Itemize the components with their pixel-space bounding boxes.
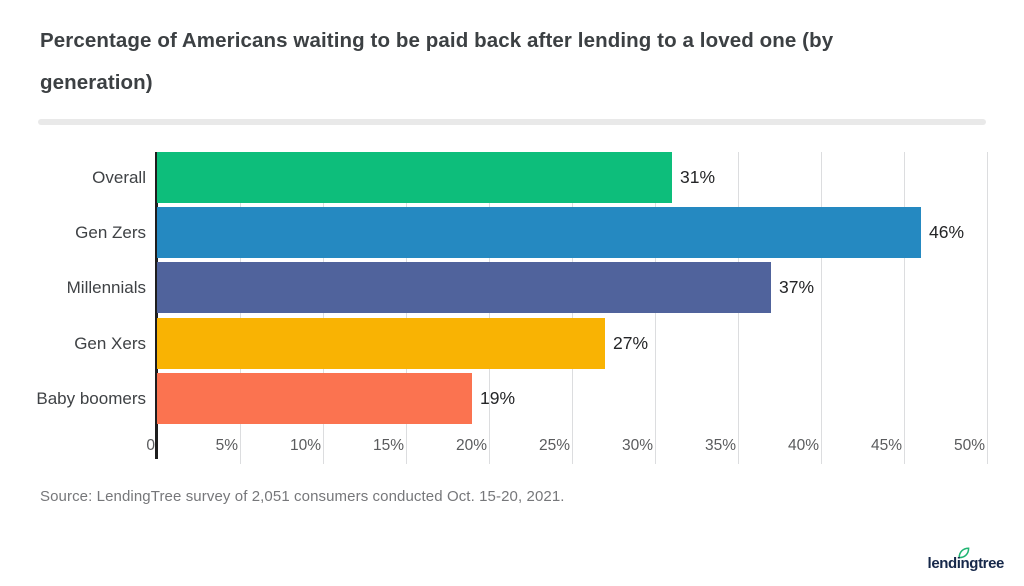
category-label-overall: Overall: [92, 168, 146, 187]
x-tick-label: 15%: [372, 437, 404, 454]
x-tick-label: 25%: [538, 437, 570, 454]
gridline: [987, 152, 988, 464]
bar-gen-xers: [157, 318, 605, 369]
category-label-gen-xers: Gen Xers: [74, 334, 146, 353]
x-tick-label: 35%: [704, 437, 736, 454]
x-tick-label: 50%: [953, 437, 985, 454]
bar-chart: 0 5% 10% 15% 20% 25% 30% 35% 40% 45% 50% Overall 31%…: [0, 152, 1024, 468]
plot-area: 0 5% 10% 15% 20% 25% 30% 35% 40% 45% 50% Overall 31%…: [0, 152, 1024, 468]
bar-gen-zers: [157, 207, 921, 258]
leaf-icon: [958, 547, 970, 559]
bar-value-label-gen-xers: 27%: [613, 333, 649, 353]
title-divider: [38, 119, 986, 125]
bar-millennials: [157, 262, 771, 313]
category-label-gen-zers: Gen Zers: [75, 223, 146, 242]
category-label-millennials: Millennials: [66, 278, 146, 297]
bar-value-label-baby-boomers: 19%: [480, 388, 516, 408]
x-tick-label: 10%: [289, 437, 321, 454]
bar-value-label-millennials: 37%: [779, 277, 815, 297]
source-note: Source: LendingTree survey of 2,051 cons…: [40, 488, 565, 505]
chart-title: Percentage of Americans waiting to be pa…: [40, 29, 834, 94]
x-tick-label: 30%: [621, 437, 653, 454]
x-tick-label: 45%: [870, 437, 902, 454]
bar-overall: [157, 152, 672, 203]
category-label-baby-boomers: Baby boomers: [36, 389, 146, 408]
bar-value-label-gen-zers: 46%: [929, 222, 965, 242]
x-tick-label: 0: [146, 437, 155, 454]
x-tick-label: 5%: [215, 437, 238, 454]
lendingtree-logo: lendingtree: [928, 547, 1004, 579]
x-tick-label: 40%: [787, 437, 819, 454]
x-tick-label: 20%: [455, 437, 487, 454]
logo-wordmark: lendingtree: [927, 555, 1005, 572]
bar-value-label-overall: 31%: [680, 167, 716, 187]
y-axis-line: [155, 152, 158, 459]
bar-baby-boomers: [157, 373, 472, 424]
gridline: [904, 152, 905, 464]
gridline: [821, 152, 822, 464]
